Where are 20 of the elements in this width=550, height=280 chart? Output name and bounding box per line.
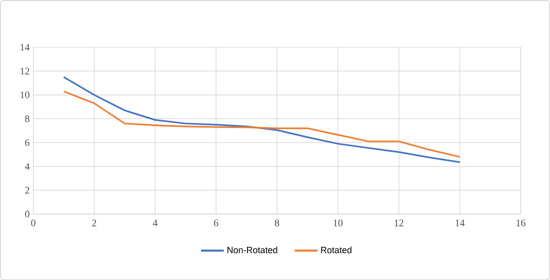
x-tick-label: 2 <box>92 219 96 226</box>
y-tick-label: 4 <box>24 162 30 170</box>
y-tick-label: 14 <box>20 44 30 50</box>
x-tick-label: 10 <box>334 219 343 226</box>
y-tick-label: 2 <box>25 186 30 194</box>
x-tick-label: 6 <box>214 219 218 226</box>
x-tick-label: 14 <box>456 219 465 226</box>
x-tick-label: 4 <box>152 219 158 226</box>
x-tick-label: 16 <box>516 219 526 226</box>
x-tick-label: 0 <box>31 219 36 226</box>
y-tick-label: 6 <box>25 139 30 146</box>
legend-label: Non-Rotated <box>228 246 278 254</box>
y-tick-label: 10 <box>20 91 30 98</box>
y-tick-label: 12 <box>20 68 30 74</box>
line-series <box>62 90 461 158</box>
x-tick-label: 12 <box>394 219 404 226</box>
y-tick-label: 8 <box>25 115 30 122</box>
legend-label: Rotated <box>321 246 352 254</box>
y-tick-label: 0 <box>25 210 30 218</box>
x-tick-label: 8 <box>274 219 280 226</box>
